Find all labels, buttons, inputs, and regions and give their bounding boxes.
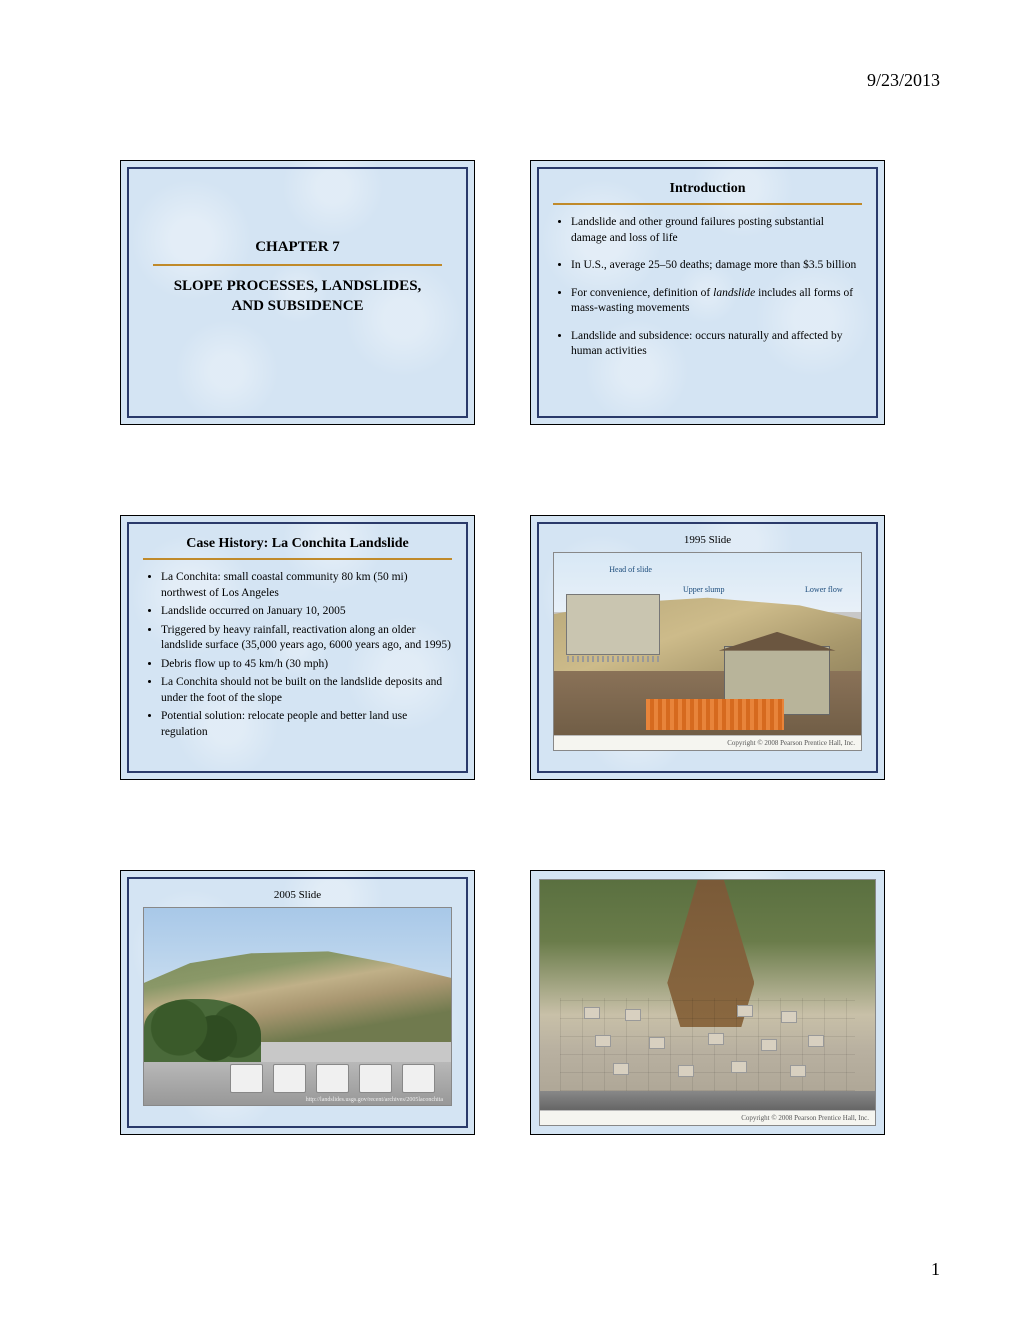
list-item: Landslide occurred on January 10, 2005 <box>161 604 452 620</box>
page-date: 9/23/2013 <box>867 70 940 91</box>
slide-inner: Introduction Landslide and other ground … <box>537 167 878 418</box>
slide-case-history: Case History: La Conchita Landslide La C… <box>120 515 475 780</box>
fence-icon <box>646 699 784 731</box>
bullet-list: La Conchita: small coastal community 80 … <box>143 570 452 740</box>
slide-heading: Introduction <box>553 181 862 197</box>
list-item: Debris flow up to 45 km/h (30 mph) <box>161 657 452 673</box>
vehicle-icon <box>230 1064 263 1094</box>
vehicle-icon <box>359 1064 392 1094</box>
photo-aerial: Copyright © 2008 Pearson Prentice Hall, … <box>539 879 876 1126</box>
building-icon <box>613 1063 629 1075</box>
slide-inner: Case History: La Conchita Landslide La C… <box>127 522 468 773</box>
building-icon <box>649 1037 665 1049</box>
photo-2005: http://landslides.usgs.gov/recent/archiv… <box>143 907 452 1106</box>
building-icon <box>790 1065 806 1077</box>
building-icon <box>595 1035 611 1047</box>
list-item: La Conchita should not be built on the l… <box>161 675 452 706</box>
slide-aerial-photo: Copyright © 2008 Pearson Prentice Hall, … <box>530 870 885 1135</box>
trees-region <box>144 999 261 1070</box>
list-item: Landslide and subsidence: occurs natural… <box>571 329 862 360</box>
label-head: Head of slide <box>609 565 652 574</box>
heading-rule <box>143 558 452 560</box>
highway-region <box>540 1091 875 1111</box>
slide-inner: CHAPTER 7 SLOPE PROCESSES, LANDSLIDES, A… <box>127 167 468 418</box>
town-region <box>560 998 855 1091</box>
photo-caption: 1995 Slide <box>539 534 876 546</box>
vehicle-icon <box>402 1064 435 1094</box>
photo-1995: Head of slide Upper slump Lower flow Cop… <box>553 552 862 751</box>
vehicle-icon <box>273 1064 306 1094</box>
building-icon <box>781 1011 797 1023</box>
photo-caption: 2005 Slide <box>129 889 466 901</box>
copyright-strip: Copyright © 2008 Pearson Prentice Hall, … <box>554 735 861 750</box>
title-rule <box>153 264 442 266</box>
building-icon <box>731 1061 747 1073</box>
vehicle-icon <box>316 1064 349 1094</box>
heading-rule <box>553 203 862 205</box>
subtitle-line1: SLOPE PROCESSES, LANDSLIDES, <box>174 278 422 294</box>
bullet-list: Landslide and other ground failures post… <box>553 215 862 360</box>
slide-grid: CHAPTER 7 SLOPE PROCESSES, LANDSLIDES, A… <box>120 160 900 1135</box>
subtitle-line2: AND SUBSIDENCE <box>231 298 363 314</box>
chapter-subtitle: SLOPE PROCESSES, LANDSLIDES, AND SUBSIDE… <box>143 276 452 317</box>
building-icon <box>761 1039 777 1051</box>
copyright-strip: Copyright © 2008 Pearson Prentice Hall, … <box>540 1110 875 1125</box>
slide-2005-photo: 2005 Slide http://landslides.usgs.gov/re… <box>120 870 475 1135</box>
slide-introduction: Introduction Landslide and other ground … <box>530 160 885 425</box>
slide-title: CHAPTER 7 SLOPE PROCESSES, LANDSLIDES, A… <box>120 160 475 425</box>
chapter-label: CHAPTER 7 <box>143 239 452 256</box>
list-item: For convenience, definition of landslide… <box>571 286 862 317</box>
slide-1995-photo: 1995 Slide Head of slide Upper slump Low… <box>530 515 885 780</box>
list-item: Potential solution: relocate people and … <box>161 709 452 740</box>
handout-page: 9/23/2013 1 CHAPTER 7 SLOPE PROCESSES, L… <box>0 0 1020 1320</box>
label-lower: Lower flow <box>805 585 843 594</box>
list-item: Landslide and other ground failures post… <box>571 215 862 246</box>
slide-heading: Case History: La Conchita Landslide <box>143 536 452 552</box>
list-item: La Conchita: small coastal community 80 … <box>161 570 452 601</box>
building-icon <box>808 1035 824 1047</box>
balcony-icon <box>566 594 660 655</box>
slide-inner: 2005 Slide http://landslides.usgs.gov/re… <box>127 877 468 1128</box>
building-icon <box>584 1007 600 1019</box>
list-item: Triggered by heavy rainfall, reactivatio… <box>161 623 452 654</box>
building-icon <box>708 1033 724 1045</box>
page-number: 1 <box>931 1259 940 1280</box>
slide-inner: 1995 Slide Head of slide Upper slump Low… <box>537 522 878 773</box>
building-icon <box>678 1065 694 1077</box>
building-icon <box>625 1009 641 1021</box>
list-item: In U.S., average 25–50 deaths; damage mo… <box>571 258 862 274</box>
label-upper: Upper slump <box>683 585 725 594</box>
building-icon <box>737 1005 753 1017</box>
source-link-text: http://landslides.usgs.gov/recent/archiv… <box>306 1097 443 1103</box>
